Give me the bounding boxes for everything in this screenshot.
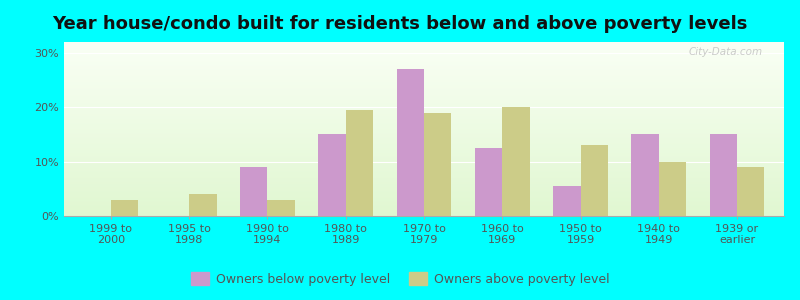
Bar: [658, 162, 686, 216]
Bar: [737, 167, 765, 216]
Legend: Owners below poverty level, Owners above poverty level: Owners below poverty level, Owners above…: [186, 267, 614, 291]
Bar: [581, 145, 608, 216]
Bar: [710, 134, 737, 216]
Bar: [424, 113, 451, 216]
Bar: [190, 194, 217, 216]
Bar: [397, 69, 424, 216]
Bar: [553, 186, 581, 216]
Bar: [111, 200, 138, 216]
Bar: [475, 148, 502, 216]
Bar: [631, 134, 658, 216]
Bar: [318, 134, 346, 216]
Text: City-Data.com: City-Data.com: [688, 47, 762, 57]
Text: Year house/condo built for residents below and above poverty levels: Year house/condo built for residents bel…: [52, 15, 748, 33]
Bar: [267, 200, 295, 216]
Bar: [346, 110, 373, 216]
Bar: [502, 107, 530, 216]
Bar: [240, 167, 267, 216]
